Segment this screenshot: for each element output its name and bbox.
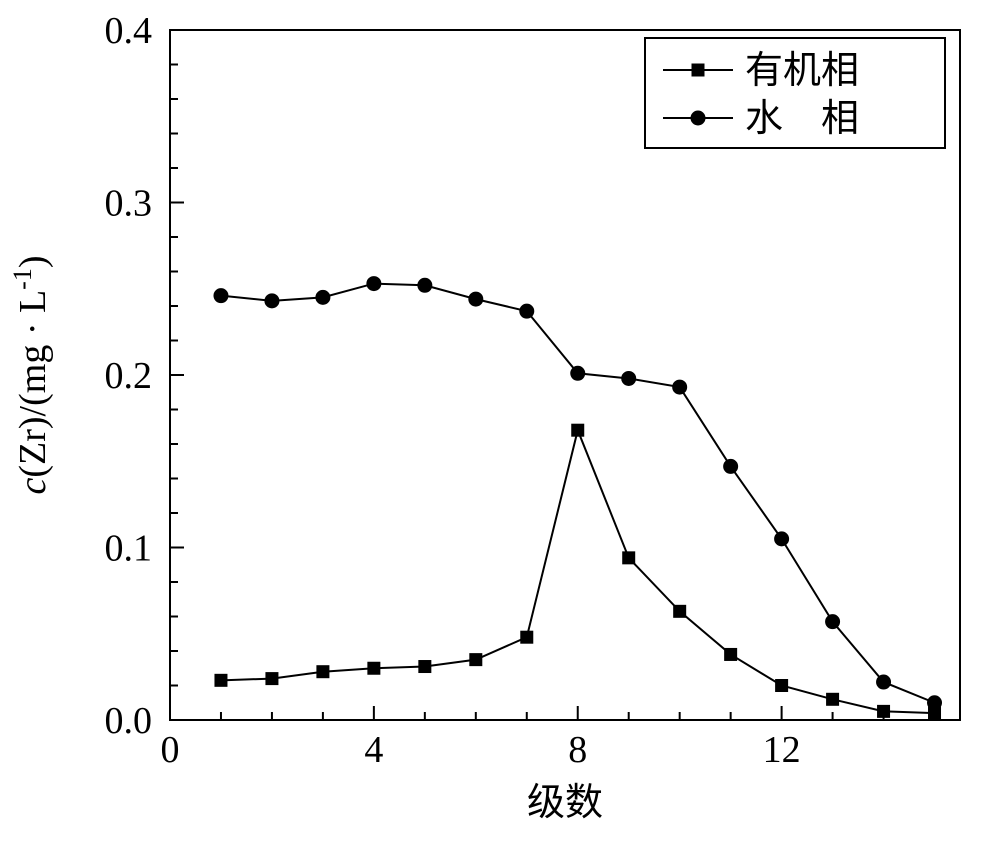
legend-square-icon — [692, 64, 704, 76]
x-tick-label: 8 — [568, 729, 587, 771]
circle-marker — [622, 371, 636, 385]
y-tick-label: 0.4 — [105, 10, 153, 52]
square-marker — [470, 654, 482, 666]
x-axis-label: 级数 — [527, 782, 603, 824]
circle-marker — [418, 278, 432, 292]
square-marker — [419, 661, 431, 673]
square-marker — [827, 693, 839, 705]
y-tick-label: 0.1 — [105, 528, 153, 570]
square-marker — [317, 666, 329, 678]
square-marker — [368, 662, 380, 674]
x-tick-label: 4 — [364, 729, 383, 771]
chart-container: 0 4 8 12 0.0 0.1 0.2 0.3 0.4 级数 c(Zr)/(mg · L-1) 有机… — [0, 0, 995, 851]
square-marker — [215, 674, 227, 686]
square-marker — [266, 673, 278, 685]
circle-marker — [367, 277, 381, 291]
circle-marker — [316, 290, 330, 304]
circle-marker — [520, 304, 534, 318]
x-tick-label: 0 — [161, 729, 180, 771]
legend-label: 水 相 — [745, 98, 859, 140]
y-axis-label: c(Zr)/(mg · L-1) — [8, 255, 55, 494]
square-marker — [776, 680, 788, 692]
circle-marker — [673, 380, 687, 394]
square-marker — [572, 424, 584, 436]
circle-marker — [265, 294, 279, 308]
circle-marker — [469, 292, 483, 306]
circle-marker — [826, 615, 840, 629]
square-marker — [674, 605, 686, 617]
circle-marker — [775, 532, 789, 546]
legend-label: 有机相 — [745, 50, 859, 92]
square-marker — [725, 648, 737, 660]
y-tick-label: 0.3 — [105, 183, 153, 225]
circle-marker — [928, 696, 942, 710]
circle-marker — [571, 366, 585, 380]
chart-svg: 0 4 8 12 0.0 0.1 0.2 0.3 0.4 级数 c(Zr)/(mg · L-1) 有机… — [0, 0, 995, 851]
square-marker — [878, 705, 890, 717]
circle-marker — [724, 459, 738, 473]
circle-marker — [214, 289, 228, 303]
y-tick-label: 0.0 — [105, 700, 153, 742]
svg-text:c(Zr)/(mg · L-1): c(Zr)/(mg · L-1) — [8, 255, 55, 494]
circle-marker — [877, 675, 891, 689]
square-marker — [521, 631, 533, 643]
series-line-aqueous — [221, 284, 935, 703]
y-tick-label: 0.2 — [105, 355, 153, 397]
legend-circle-icon — [691, 111, 705, 125]
square-marker — [623, 552, 635, 564]
x-tick-label: 12 — [763, 729, 801, 771]
